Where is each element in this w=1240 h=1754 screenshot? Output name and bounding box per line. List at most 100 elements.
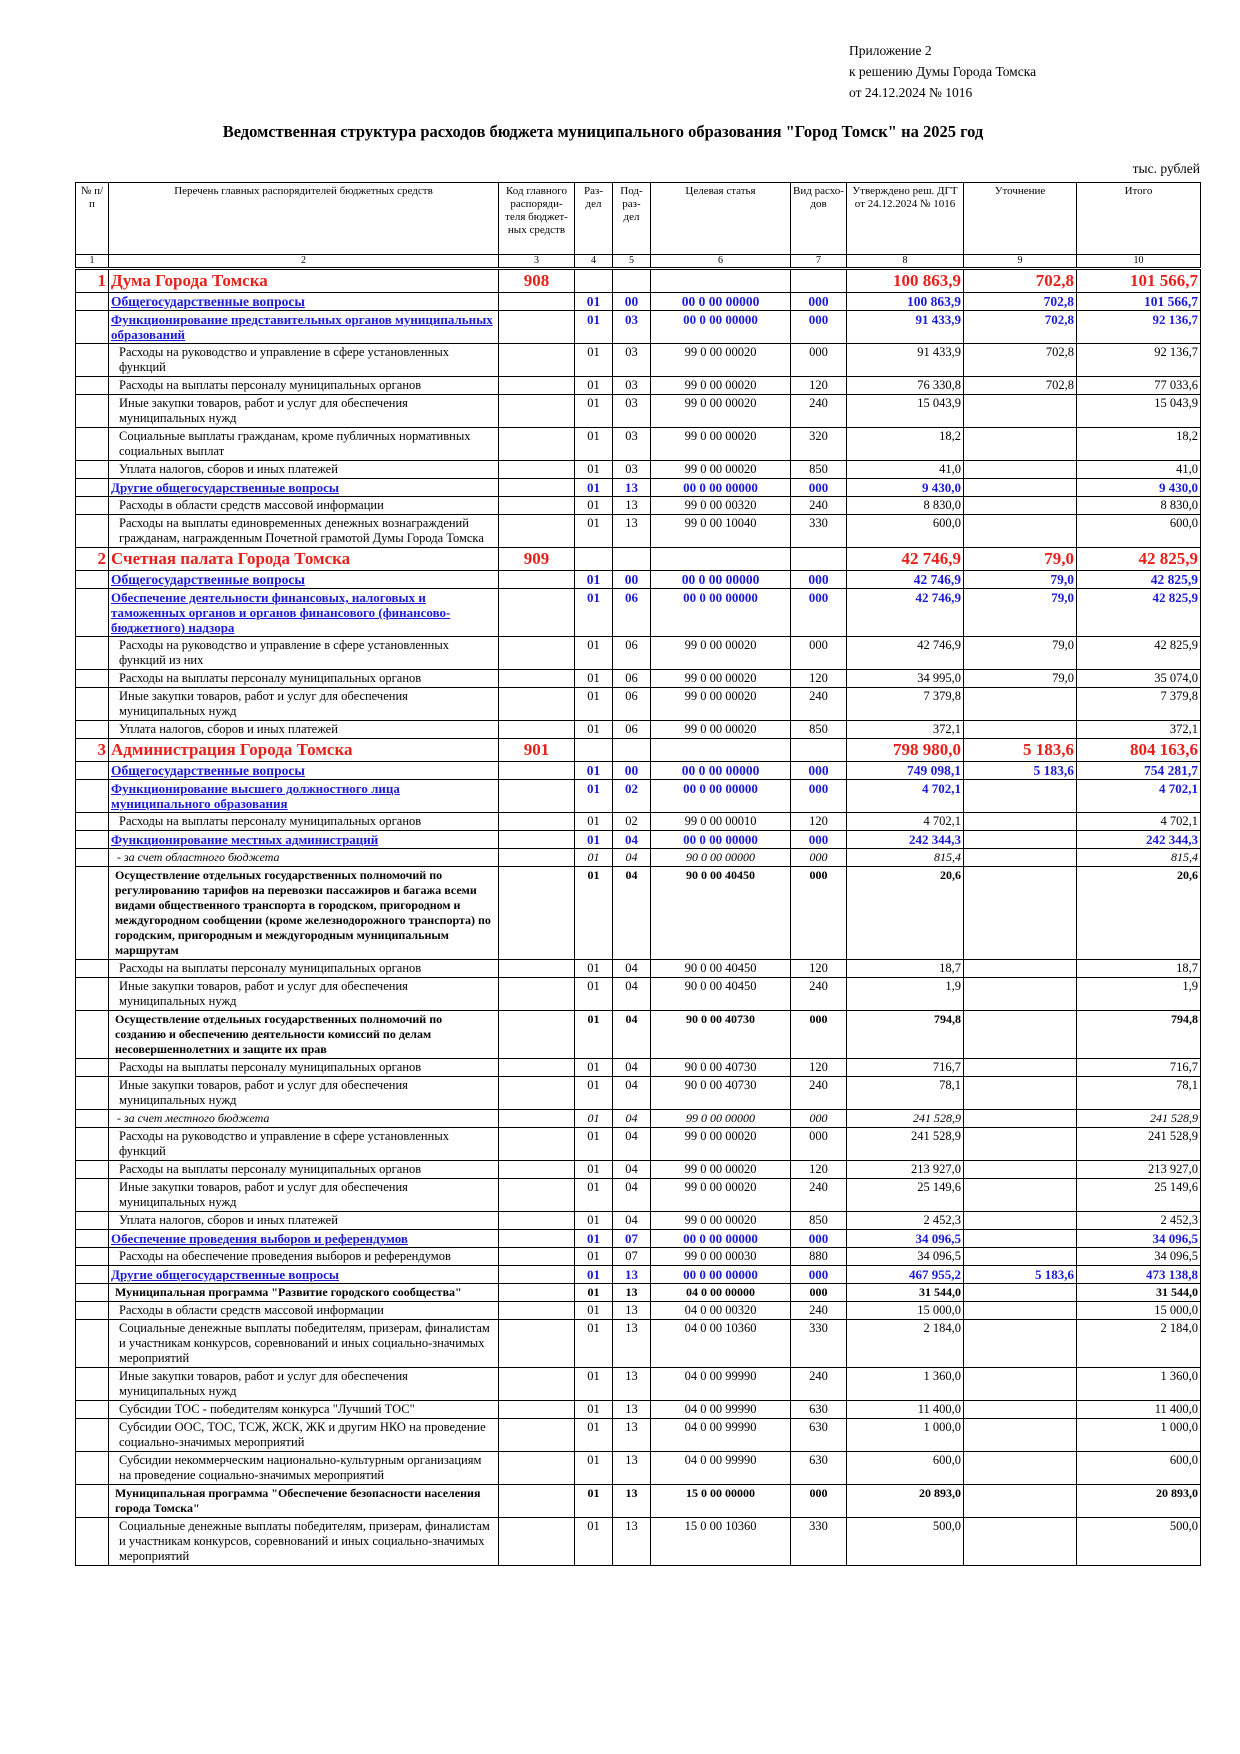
- table-row: Уплата налогов, сборов и иных платежей 01…: [75, 1211, 1201, 1230]
- row-target-article: 04 0 00 99990: [650, 1451, 791, 1485]
- row-code: [498, 1418, 575, 1452]
- row-expense-type: 240: [790, 1367, 847, 1401]
- row-total: 20 893,0: [1076, 1484, 1201, 1518]
- row-total: 101 566,7: [1076, 268, 1201, 293]
- header-cell: Код главного распоряди-теля бюджет-ных с…: [498, 182, 575, 255]
- row-approved: 1,9: [846, 977, 964, 1011]
- row-target-article: 00 0 00 00000: [650, 570, 791, 589]
- row-name: Другие общегосударственные вопросы: [108, 1265, 499, 1284]
- row-change: 79,0: [963, 547, 1077, 571]
- row-approved: 18,7: [846, 959, 964, 978]
- table-row: Иные закупки товаров, работ и услуг для …: [75, 687, 1201, 721]
- row-code: [498, 1109, 575, 1128]
- row-code: [498, 1367, 575, 1401]
- row-number: [75, 1058, 109, 1077]
- table-row: Расходы на выплаты персоналу муниципальн…: [75, 376, 1201, 395]
- row-number: [75, 687, 109, 721]
- row-name: Расходы на обеспечение проведения выборо…: [108, 1247, 499, 1266]
- row-number: [75, 977, 109, 1011]
- row-code: [498, 460, 575, 479]
- row-change: [963, 848, 1077, 867]
- row-number: [75, 1283, 109, 1302]
- header-cell: Итого: [1076, 182, 1201, 255]
- row-code: [498, 427, 575, 461]
- row-expense-type: [790, 547, 847, 571]
- appendix-line-3: от 24.12.2024 № 1016: [849, 85, 973, 100]
- row-podrazdel: [612, 268, 651, 293]
- column-number: 2: [108, 254, 499, 270]
- row-approved: 467 955,2: [846, 1265, 964, 1284]
- row-approved: 91 433,9: [846, 310, 964, 344]
- row-change: [963, 427, 1077, 461]
- row-change: [963, 1247, 1077, 1266]
- row-total: 42 825,9: [1076, 588, 1201, 637]
- row-name: Субсидии некоммерческим национально-куль…: [108, 1451, 499, 1485]
- row-code: [498, 478, 575, 497]
- row-name: Расходы на руководство и управление в сф…: [108, 636, 499, 670]
- row-expense-type: 330: [790, 1319, 847, 1368]
- row-change: [963, 687, 1077, 721]
- row-podrazdel: 13: [612, 1265, 651, 1284]
- table-row: Расходы на руководство и управление в сф…: [75, 1127, 1201, 1161]
- row-number: [75, 310, 109, 344]
- row-approved: 7 379,8: [846, 687, 964, 721]
- row-code: [498, 959, 575, 978]
- row-approved: 15 043,9: [846, 394, 964, 428]
- row-podrazdel: 13: [612, 1418, 651, 1452]
- row-code: [498, 779, 575, 813]
- row-expense-type: 240: [790, 1076, 847, 1110]
- row-expense-type: 000: [790, 1265, 847, 1284]
- row-change: [963, 779, 1077, 813]
- row-code: [498, 394, 575, 428]
- row-podrazdel: 13: [612, 1367, 651, 1401]
- table-row: 1 Дума Города Томска 908 100 863,9 702,8 101 …: [75, 268, 1201, 293]
- row-change: 5 183,6: [963, 738, 1077, 762]
- table-row: Муниципальная программа "Развитие городс…: [75, 1283, 1201, 1302]
- header-cell: Утверждено реш. ДГТ от 24.12.2024 № 1016: [846, 182, 964, 255]
- table-row: Социальные выплаты гражданам, кроме публ…: [75, 427, 1201, 461]
- row-name: - за счет местного бюджета: [108, 1109, 499, 1128]
- row-razdel: 01: [574, 636, 613, 670]
- row-expense-type: 630: [790, 1418, 847, 1452]
- row-podrazdel: 04: [612, 848, 651, 867]
- header-cell: Перечень главных распорядителей бюджетны…: [108, 182, 499, 255]
- row-code: [498, 1076, 575, 1110]
- row-code: [498, 1451, 575, 1485]
- row-name: Расходы на выплаты персоналу муниципальн…: [108, 376, 499, 395]
- row-expense-type: 240: [790, 687, 847, 721]
- row-total: 34 096,5: [1076, 1229, 1201, 1248]
- row-expense-type: 120: [790, 376, 847, 395]
- row-code: [498, 1229, 575, 1248]
- column-number: 4: [574, 254, 613, 270]
- row-total: 500,0: [1076, 1517, 1201, 1566]
- row-target-article: 90 0 00 40730: [650, 1010, 791, 1059]
- row-expense-type: [790, 738, 847, 762]
- row-approved: 241 528,9: [846, 1127, 964, 1161]
- row-expense-type: 330: [790, 1517, 847, 1566]
- row-number: [75, 1178, 109, 1212]
- table-row: Субсидии ООС, ТОС, ТСЖ, ЖСК, ЖК и другим…: [75, 1418, 1201, 1452]
- row-approved: 18,2: [846, 427, 964, 461]
- row-approved: 91 433,9: [846, 343, 964, 377]
- row-total: 2 452,3: [1076, 1211, 1201, 1230]
- row-number: [75, 343, 109, 377]
- row-expense-type: 000: [790, 1109, 847, 1128]
- table-row: Социальные денежные выплаты победителям,…: [75, 1517, 1201, 1566]
- row-podrazdel: 13: [612, 514, 651, 548]
- row-podrazdel: 07: [612, 1247, 651, 1266]
- row-razdel: 01: [574, 1265, 613, 1284]
- row-number: [75, 761, 109, 780]
- row-approved: 78,1: [846, 1076, 964, 1110]
- row-change: [963, 830, 1077, 849]
- row-expense-type: 630: [790, 1400, 847, 1419]
- row-expense-type: 850: [790, 1211, 847, 1230]
- row-podrazdel: 13: [612, 496, 651, 515]
- row-name: Расходы на выплаты персоналу муниципальн…: [108, 812, 499, 831]
- row-target-article: 00 0 00 00000: [650, 761, 791, 780]
- table-row: 3 Администрация Города Томска 901 798 980,0…: [75, 738, 1201, 762]
- row-code: [498, 1265, 575, 1284]
- row-podrazdel: 13: [612, 1319, 651, 1368]
- row-expense-type: 120: [790, 812, 847, 831]
- table-row: Функционирование высшего должностного ли…: [75, 779, 1201, 813]
- row-number: [75, 588, 109, 637]
